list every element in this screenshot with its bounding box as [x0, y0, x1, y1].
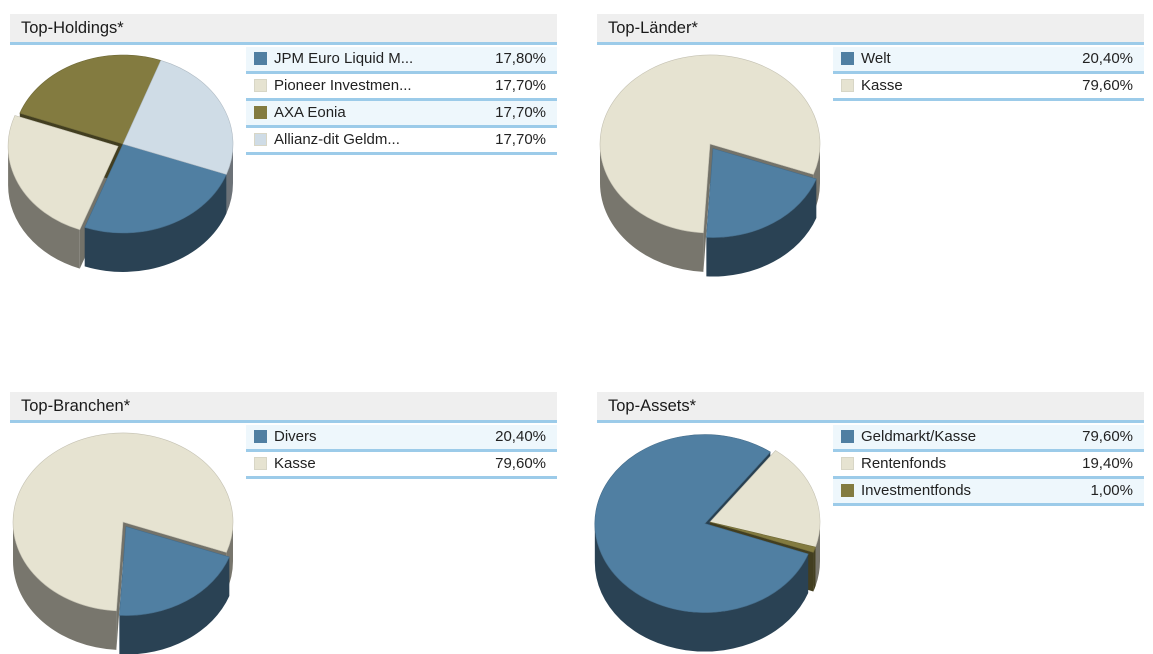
pie-sides: [600, 144, 820, 277]
legend-label: Rentenfonds: [861, 455, 947, 472]
legend-top-assets: Geldmarkt/Kasse 79,60% Rentenfonds 19,40% In…: [833, 425, 1144, 506]
legend-label: Geldmarkt/Kasse: [861, 428, 977, 445]
pie-slice-side: [706, 178, 817, 277]
legend-item: JPM Euro Liquid M... 17,80%: [246, 47, 557, 74]
legend-label: AXA Eonia: [274, 104, 346, 121]
pie-slice-1: [119, 526, 230, 616]
legend-swatch: [254, 430, 267, 443]
legend-swatch: [254, 79, 267, 92]
pie-slice-side: [226, 144, 233, 214]
legend-label: Investmentfonds: [861, 482, 972, 499]
panel-top-holdings: Top-Holdings* JPM Euro Liquid M... 17,80%…: [7, 14, 557, 276]
legend-item: AXA Eonia 17,70%: [246, 101, 557, 128]
legend-value: 1,00%: [1090, 482, 1133, 499]
pie-slice-wall: [703, 144, 710, 272]
legend-value: 17,70%: [495, 104, 546, 121]
pie-slice-2: [12, 432, 234, 612]
pie-slice-side: [13, 522, 117, 650]
pie-sides: [13, 522, 233, 654]
legend-label: Pioneer Investmen...: [274, 77, 412, 94]
pie-slice-side: [119, 556, 230, 654]
legend-item: Pioneer Investmen... 17,70%: [246, 74, 557, 101]
legend-value: 20,40%: [495, 428, 546, 445]
panel-top-laender: Top-Länder* Welt 20,40% Kasse 79,60%: [597, 14, 1144, 277]
pie-slice-side: [813, 547, 816, 592]
legend-item: Kasse 79,60%: [833, 74, 1144, 101]
pie-slice-side: [600, 144, 704, 272]
legend-label: Kasse: [274, 455, 316, 472]
pie-chart-top-holdings: [7, 54, 234, 272]
legend-value: 17,70%: [495, 77, 546, 94]
legend-top-laender: Welt 20,40% Kasse 79,60%: [833, 47, 1144, 101]
pie-slice-2: [709, 450, 821, 548]
legend-item: Divers 20,40%: [246, 425, 557, 452]
pie-tops: [599, 54, 821, 238]
panel-title: Top-Branchen*: [10, 392, 557, 423]
pie-chart-top-branchen: [12, 432, 234, 654]
panel-title: Top-Assets*: [597, 392, 1144, 423]
pie-slice-3: [19, 54, 162, 145]
legend-top-branchen: Divers 20,40% Kasse 79,60%: [246, 425, 557, 479]
legend-item: Rentenfonds 19,40%: [833, 452, 1144, 479]
pie-slice-1: [594, 434, 809, 613]
legend-label: JPM Euro Liquid M...: [274, 50, 414, 67]
legend-value: 79,60%: [495, 455, 546, 472]
legend-value: 17,70%: [495, 131, 546, 148]
pie-chart-top-assets: [594, 434, 821, 652]
legend-swatch: [254, 106, 267, 119]
legend-value: 79,60%: [1082, 428, 1133, 445]
legend-value: 79,60%: [1082, 77, 1133, 94]
legend-item: Allianz-dit Geldm... 17,70%: [246, 128, 557, 155]
legend-label: Divers: [274, 428, 317, 445]
legend-swatch: [254, 457, 267, 470]
legend-swatch: [841, 430, 854, 443]
panel-top-branchen: Top-Branchen* Divers 20,40% Kasse 79,60%: [10, 392, 557, 654]
panel-top-assets: Top-Assets* Geldmarkt/Kasse 79,60% Rentenf…: [594, 392, 1144, 654]
legend-swatch: [841, 457, 854, 470]
legend-value: 19,40%: [1082, 455, 1133, 472]
pie-chart-top-laender: [599, 54, 821, 277]
pie-tops: [594, 434, 821, 613]
legend-label: Allianz-dit Geldm...: [274, 131, 400, 148]
legend-swatch: [841, 484, 854, 497]
legend-label: Kasse: [861, 77, 903, 94]
legend-swatch: [254, 133, 267, 146]
legend-swatch: [841, 52, 854, 65]
legend-item: Welt 20,40%: [833, 47, 1144, 74]
pie-slice-3: [709, 521, 816, 553]
legend-value: 20,40%: [1082, 50, 1133, 67]
pie-slice-1: [84, 143, 227, 234]
pie-slice-side: [594, 523, 809, 652]
legend-value: 17,80%: [495, 50, 546, 67]
legend-swatch: [254, 52, 267, 65]
pie-slice-2: [7, 115, 119, 231]
legend-item: Kasse 79,60%: [246, 452, 557, 479]
pie-sides: [594, 522, 820, 652]
pie-slice-2: [599, 54, 821, 234]
pie-slice-side: [8, 146, 80, 269]
legend-label: Welt: [861, 50, 891, 67]
pie-tops: [12, 432, 234, 616]
pie-sides: [8, 144, 233, 272]
pie-slice-side: [815, 522, 820, 587]
pie-tops: [7, 54, 234, 234]
panel-title: Top-Länder*: [597, 14, 1144, 45]
pie-slice-wall: [116, 522, 123, 650]
legend-top-holdings: JPM Euro Liquid M... 17,80% Pioneer Invest…: [246, 47, 557, 155]
pie-slice-1: [706, 148, 817, 238]
legend-swatch: [841, 79, 854, 92]
pie-slice-side: [84, 174, 227, 272]
pie-slice-4: [122, 60, 234, 175]
legend-item: Geldmarkt/Kasse 79,60%: [833, 425, 1144, 452]
panel-title: Top-Holdings*: [10, 14, 557, 45]
legend-item: Investmentfonds 1,00%: [833, 479, 1144, 506]
